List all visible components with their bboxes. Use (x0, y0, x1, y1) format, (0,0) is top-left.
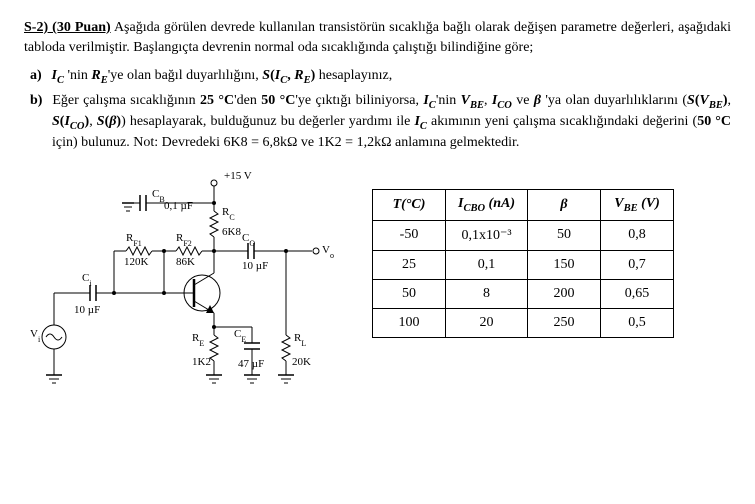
svg-text:Ci: Ci (82, 272, 92, 288)
col-t: T(°C) (373, 189, 446, 220)
svg-text:0,1 µF: 0,1 µF (164, 200, 193, 212)
table-row: 50 8 200 0,65 (373, 279, 674, 308)
part-a-text: IC 'nin RE'ye olan bağıl duyarlılığını, … (52, 68, 393, 83)
svg-text:Vi: Vi (30, 328, 41, 344)
svg-text:CE: CE (234, 328, 246, 344)
lower-row: +15 V CB 0,1 µF RC 6K8 (24, 165, 731, 405)
svg-text:Vo: Vo (322, 244, 334, 260)
svg-text:47 µF: 47 µF (238, 358, 264, 370)
col-beta: β (528, 189, 601, 220)
question-header: S-2) (30 Puan) Aşağıda görülen devrede k… (24, 18, 731, 57)
part-b: b) Eğer çalışma sıcaklığının 25 °C'den 5… (52, 92, 731, 153)
col-icbo: ICBO (nA) (446, 189, 528, 220)
svg-text:RL: RL (294, 332, 306, 348)
table-row: -50 0,1x10⁻³ 50 0,8 (373, 220, 674, 250)
svg-text:120K: 120K (124, 256, 149, 268)
svg-text:RF1: RF1 (126, 232, 142, 248)
question-number: S-2) (30 Puan) (24, 20, 111, 35)
col-vbe: VBE (V) (601, 189, 674, 220)
question-text: Aşağıda görülen devrede kullanılan trans… (24, 20, 731, 55)
part-b-text: Eğer çalışma sıcaklığının 25 °C'den 50 °… (52, 93, 731, 150)
svg-text:20K: 20K (292, 356, 311, 368)
svg-text:RF2: RF2 (176, 232, 192, 248)
svg-text:RE: RE (192, 332, 204, 348)
circuit-diagram: +15 V CB 0,1 µF RC 6K8 (24, 165, 354, 405)
parameter-table: T(°C) ICBO (nA) β VBE (V) -50 0,1x10⁻³ 5… (372, 189, 674, 338)
svg-text:CO: CO (242, 232, 255, 248)
svg-text:10 µF: 10 µF (74, 304, 100, 316)
part-b-label: b) (30, 92, 48, 111)
svg-text:CB: CB (152, 188, 165, 204)
table-row: 100 20 250 0,5 (373, 308, 674, 337)
table-body: -50 0,1x10⁻³ 50 0,8 25 0,1 150 0,7 50 8 … (373, 220, 674, 337)
svg-text:86K: 86K (176, 256, 195, 268)
table-header-row: T(°C) ICBO (nA) β VBE (V) (373, 189, 674, 220)
table-row: 25 0,1 150 0,7 (373, 250, 674, 279)
svg-text:RC: RC (222, 206, 235, 222)
part-a-label: a) (30, 67, 48, 86)
part-a: a) IC 'nin RE'ye olan bağıl duyarlılığın… (52, 67, 731, 88)
vcc-label: +15 V (224, 170, 252, 182)
svg-text:1K2: 1K2 (192, 356, 211, 368)
svg-text:6K8: 6K8 (222, 226, 241, 238)
parts-list: a) IC 'nin RE'ye olan bağıl duyarlılığın… (24, 67, 731, 153)
svg-text:10 µF: 10 µF (242, 260, 268, 272)
